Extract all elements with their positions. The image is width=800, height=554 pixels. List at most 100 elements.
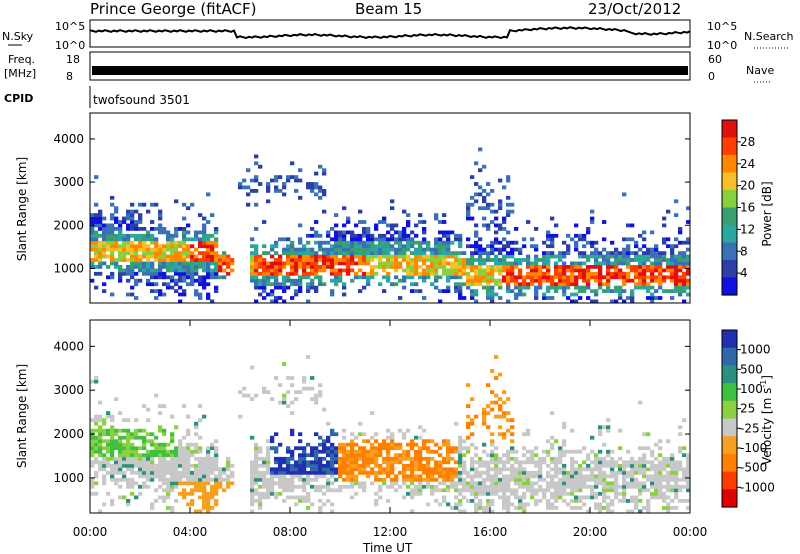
heatmap-cell	[482, 216, 487, 221]
heatmap-cell	[602, 456, 607, 461]
heatmap-cell	[502, 254, 507, 259]
heatmap-cell	[90, 477, 95, 482]
heatmap-cell	[122, 470, 127, 475]
heatmap-cell	[510, 265, 515, 269]
cpid-text: twofsound 3501	[93, 93, 190, 107]
heatmap-cell	[634, 244, 639, 249]
heatmap-cell	[610, 463, 615, 468]
heatmap-cell	[330, 502, 335, 507]
heatmap-cell	[186, 446, 191, 451]
heatmap-cell	[454, 268, 459, 273]
heatmap-cell	[514, 296, 519, 300]
heatmap-cell	[330, 463, 335, 468]
heatmap-cell	[198, 244, 203, 249]
heatmap-cell	[462, 509, 467, 514]
heatmap-cell	[338, 240, 343, 245]
y-tick-label: 1000	[53, 261, 84, 275]
heatmap-cell	[358, 261, 363, 266]
heatmap-cell	[110, 456, 115, 461]
heatmap-cell	[570, 481, 575, 486]
heatmap-cell	[166, 460, 171, 465]
heatmap-cell	[678, 258, 683, 262]
heatmap-cell	[250, 265, 255, 269]
heatmap-cell	[214, 258, 219, 262]
heatmap-cell	[394, 223, 399, 228]
heatmap-cell	[154, 271, 159, 276]
heatmap-cell	[366, 439, 371, 444]
heatmap-cell	[474, 491, 479, 496]
heatmap-cell	[334, 244, 339, 249]
heatmap-cell	[486, 460, 491, 465]
heatmap-cell	[506, 481, 511, 486]
heatmap-cell	[534, 244, 539, 249]
heatmap-cell	[274, 467, 279, 472]
heatmap-cell	[678, 275, 683, 280]
heatmap-cell	[330, 449, 335, 454]
heatmap-cell	[390, 446, 395, 451]
heatmap-cell	[334, 278, 339, 283]
heatmap-cell	[150, 467, 155, 472]
heatmap-cell	[478, 491, 483, 496]
heatmap-cell	[178, 244, 183, 249]
heatmap-cell	[538, 275, 543, 280]
heatmap-cell	[182, 216, 187, 221]
heatmap-cell	[462, 477, 467, 482]
heatmap-cell	[194, 421, 199, 426]
heatmap-cell	[506, 175, 511, 179]
heatmap-cell	[614, 481, 619, 486]
heatmap-cell	[122, 254, 127, 259]
heatmap-cell	[206, 265, 211, 269]
heatmap-cell	[122, 456, 127, 461]
heatmap-cell	[574, 223, 579, 228]
colorbar-swatch	[722, 418, 737, 437]
heatmap-cell	[94, 247, 99, 252]
heatmap-cell	[678, 425, 683, 430]
heatmap-cell	[214, 275, 219, 280]
heatmap-cell	[574, 268, 579, 273]
heatmap-cell	[202, 275, 207, 280]
heatmap-cell	[562, 481, 567, 486]
heatmap-cell	[362, 275, 367, 280]
heatmap-cell	[346, 456, 351, 461]
heatmap-cell	[342, 435, 347, 440]
heatmap-cell	[554, 506, 559, 510]
heatmap-cell	[326, 421, 331, 426]
heatmap-cell	[414, 449, 419, 454]
heatmap-cell	[318, 460, 323, 465]
heatmap-cell	[626, 463, 631, 468]
heatmap-cell	[258, 265, 263, 269]
heatmap-cell	[458, 491, 463, 496]
heatmap-cell	[358, 449, 363, 454]
heatmap-cell	[534, 247, 539, 252]
heatmap-cell	[470, 251, 475, 255]
heatmap-cell	[250, 484, 255, 489]
heatmap-cell	[350, 251, 355, 255]
heatmap-cell	[614, 254, 619, 259]
heatmap-cell	[646, 509, 651, 514]
heatmap-cell	[410, 470, 415, 475]
heatmap-cell	[634, 499, 639, 503]
heatmap-cell	[182, 237, 187, 242]
heatmap-cell	[314, 254, 319, 259]
heatmap-cell	[330, 456, 335, 461]
heatmap-cell	[266, 488, 271, 493]
heatmap-cell	[138, 220, 143, 224]
heatmap-cell	[170, 268, 175, 273]
heatmap-cell	[334, 477, 339, 482]
heatmap-cell	[490, 275, 495, 280]
heatmap-cell	[166, 453, 171, 458]
heatmap-cell	[138, 265, 143, 269]
heatmap-cell	[270, 275, 275, 280]
heatmap-cell	[666, 477, 671, 482]
heatmap-cell	[410, 289, 415, 293]
heatmap-cell	[658, 491, 663, 496]
heatmap-cell	[446, 278, 451, 283]
heatmap-cell	[562, 282, 567, 287]
heatmap-cell	[410, 271, 415, 276]
heatmap-cell	[342, 230, 347, 235]
heatmap-cell	[514, 285, 519, 290]
heatmap-cell	[330, 442, 335, 447]
heatmap-cell	[462, 261, 467, 266]
heatmap-cell	[442, 265, 447, 269]
heatmap-cell	[166, 481, 171, 486]
